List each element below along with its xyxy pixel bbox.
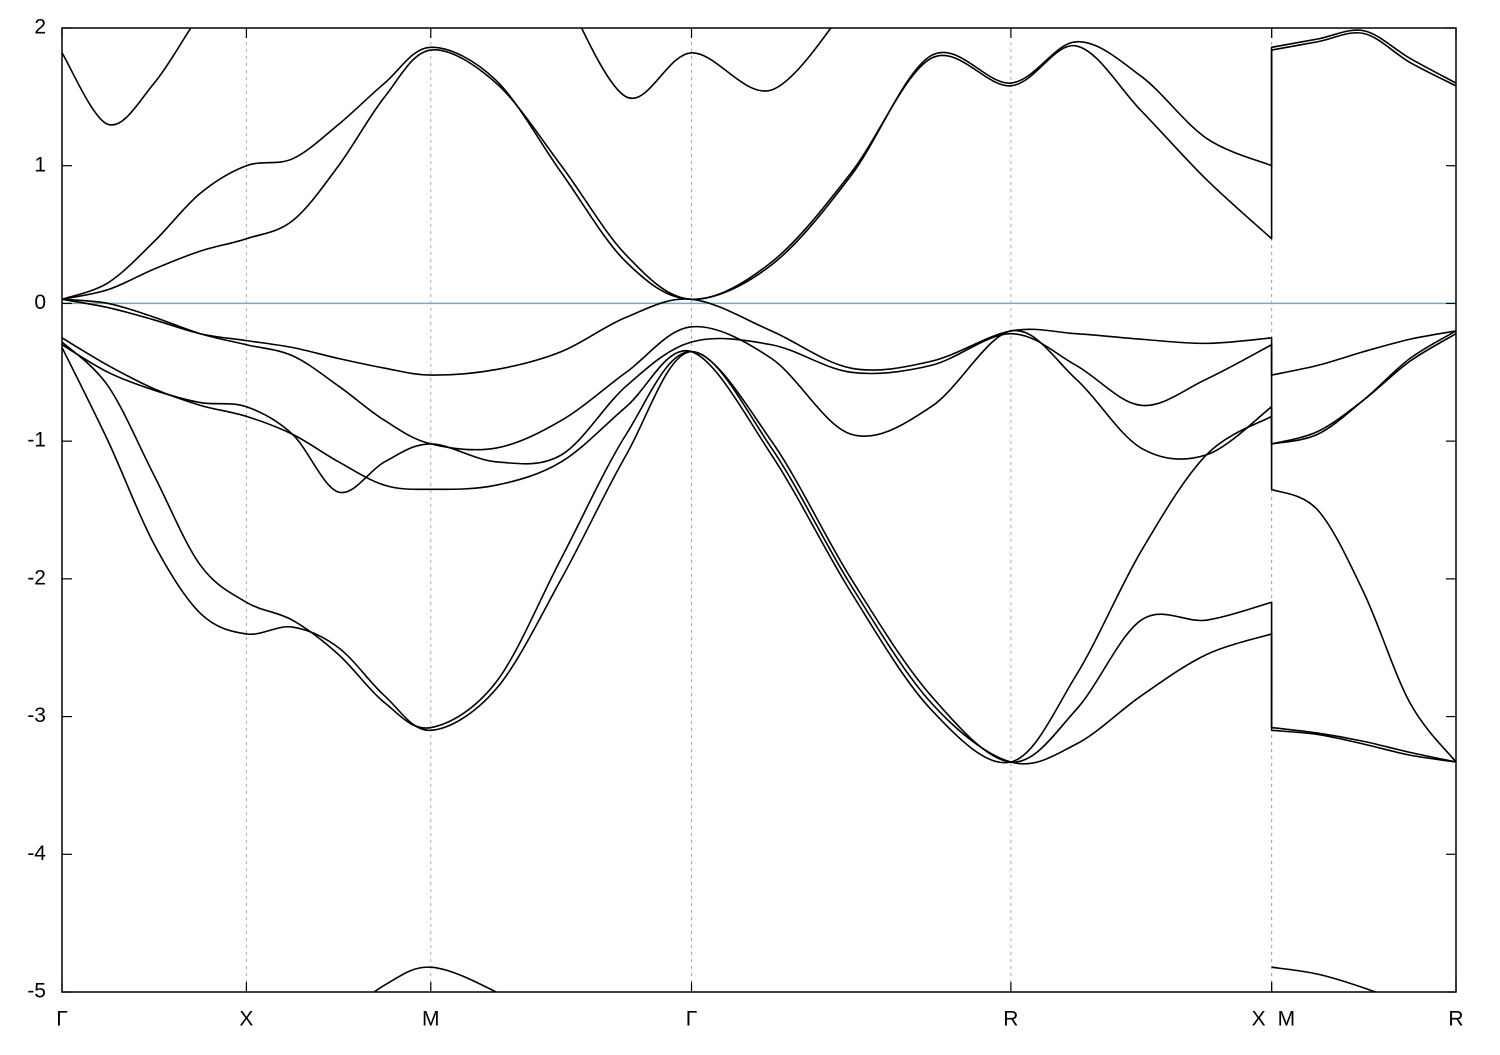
x-tick-label: X <box>239 1008 253 1031</box>
x-tick-label: M <box>422 1008 440 1031</box>
y-tick-label: 1 <box>34 153 46 176</box>
x-tick-label: X <box>1252 1008 1266 1031</box>
y-tick-label: -4 <box>27 842 46 865</box>
x-tick-label: M <box>1278 1008 1296 1031</box>
band-line <box>372 966 1378 992</box>
band-line <box>62 29 1456 301</box>
band-line <box>62 332 1456 494</box>
plot-frame <box>61 27 1457 993</box>
y-tick-label: 0 <box>34 291 46 314</box>
y-tick-label: -3 <box>27 704 46 727</box>
band-line <box>62 28 832 126</box>
band-line <box>62 347 1456 765</box>
y-tick-label: -1 <box>27 429 46 452</box>
x-tick-label: Γ <box>686 1008 698 1031</box>
grid <box>61 28 1457 992</box>
x-tick-label: Γ <box>56 1008 68 1031</box>
band-line <box>62 337 1456 764</box>
band-line <box>62 298 1456 376</box>
y-tick-label: -2 <box>27 566 46 589</box>
band-line <box>62 31 1456 301</box>
y-tick-label: 2 <box>34 16 46 39</box>
x-tick-label: R <box>1003 1008 1018 1031</box>
band-line <box>62 298 1456 460</box>
y-tick-label: -5 <box>27 980 46 1003</box>
x-tick-label: R <box>1448 1008 1463 1031</box>
bands <box>62 28 1456 992</box>
band-line <box>62 341 1456 763</box>
